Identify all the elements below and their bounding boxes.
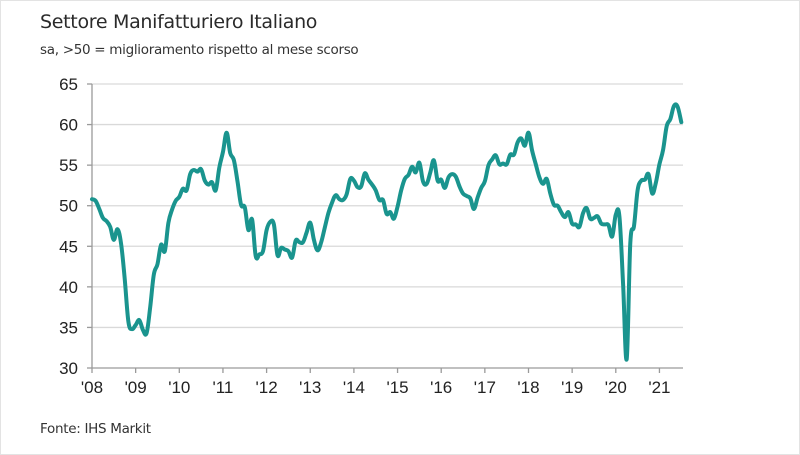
x-tick-label: '10 [168, 378, 190, 397]
x-tick-label: '19 [561, 378, 583, 397]
x-axis-ticks: '08 '09 '10 '11 '12 '13 '14 '15 '16 '17 '18 '19 '20 '… [81, 368, 671, 397]
x-tick-label: '20 [605, 378, 627, 397]
x-tick-label: '13 [299, 378, 321, 397]
source-note: Fonte: IHS Markit [40, 421, 151, 437]
x-tick-label: '15 [386, 378, 408, 397]
series-line-pmi [90, 102, 684, 362]
x-tick-label: '11 [212, 378, 233, 397]
chart-title: Settore Manifatturiero Italiano [40, 11, 318, 33]
y-tick-label: 60 [59, 116, 78, 135]
grid-lines [92, 83, 683, 329]
y-tick-label: 30 [59, 359, 78, 378]
x-tick-label: '12 [256, 378, 278, 397]
y-tick-label: 65 [59, 75, 78, 94]
x-tick-label: '16 [430, 378, 452, 397]
x-tick-label: '21 [648, 378, 670, 397]
y-tick-label: 45 [59, 237, 78, 256]
y-tick-label: 35 [59, 318, 78, 337]
chart-subtitle: sa, >50 = miglioramento rispetto al mese… [40, 42, 359, 58]
y-tick-label: 50 [59, 197, 78, 216]
y-axis-ticks: 30 35 40 45 50 55 60 65 [59, 75, 92, 378]
series-points [91, 104, 683, 360]
x-tick-label: '17 [474, 378, 496, 397]
x-tick-label: '18 [517, 378, 539, 397]
y-tick-label: 40 [59, 278, 78, 297]
x-tick-label: '08 [81, 378, 103, 397]
x-tick-label: '14 [343, 378, 365, 397]
x-tick-label: '09 [125, 378, 147, 397]
y-tick-label: 55 [59, 156, 78, 175]
